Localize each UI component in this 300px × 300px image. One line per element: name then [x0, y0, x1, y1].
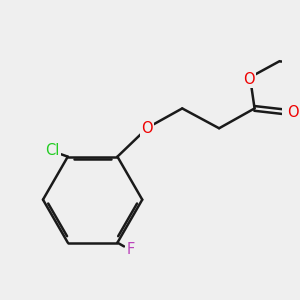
Text: O: O — [287, 105, 299, 120]
Text: O: O — [141, 121, 153, 136]
Text: Cl: Cl — [46, 143, 60, 158]
Text: F: F — [127, 242, 135, 257]
Text: O: O — [243, 72, 255, 87]
